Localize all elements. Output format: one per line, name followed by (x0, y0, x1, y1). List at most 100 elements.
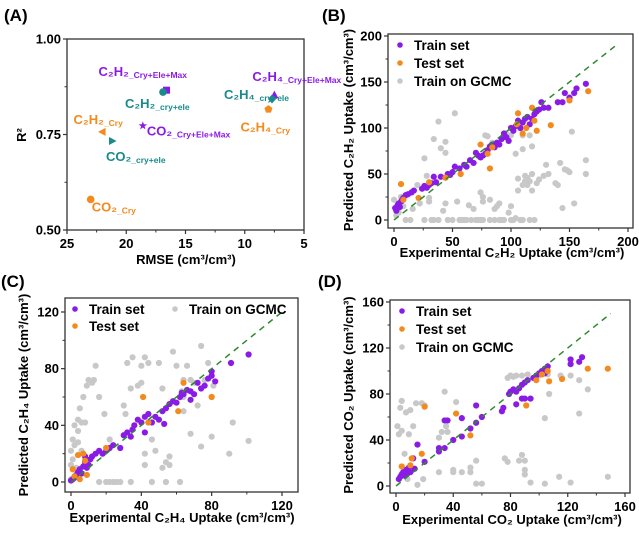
panel-c-point-train-on-gcmc (180, 408, 187, 415)
panel-d-point-train-set (578, 354, 586, 361)
panel-c-point-train-on-gcmc (169, 348, 177, 355)
panel-b-y-tick-label: 50 (368, 167, 382, 182)
panel-c-point-train-on-gcmc (69, 456, 76, 463)
panel-c-point-train-set (110, 442, 117, 449)
panel-d-point-train-on-gcmc (444, 428, 451, 436)
panel-c-point-train-on-gcmc (127, 385, 134, 392)
annotation-subscript: _Cry+Ele+Max (282, 75, 341, 85)
panel-b-point-train-set (535, 106, 543, 113)
panel-d-point-test-set (523, 402, 530, 409)
annotation-formula: C₂H₂ (74, 112, 105, 127)
panel-a-label: (A) (4, 6, 28, 25)
panel-d-point-test-set (538, 371, 546, 378)
panel-d-point-train-on-gcmc (435, 469, 443, 476)
panel-b-point-train-on-gcmc (442, 149, 449, 156)
panel-b-point-test-set (519, 130, 526, 137)
panel-b-label: (B) (322, 6, 346, 25)
panel-c-point-train-set (180, 391, 187, 398)
panel-d-point-train-set (576, 358, 583, 365)
panel-c-point-test-set (76, 476, 83, 483)
panel-c-point-train-on-gcmc (159, 464, 166, 471)
panel-b-point-train-on-gcmc (451, 110, 458, 117)
panel-b-point-train-on-gcmc (435, 118, 442, 125)
panel-a-x-tick-label: 15 (178, 236, 192, 251)
panel-b-y-tick-label: 200 (360, 29, 382, 44)
panel-c-point-train-on-gcmc (194, 402, 201, 409)
panel-a-x-tick-label: 5 (300, 236, 307, 251)
annotation-formula: C₂H₂ (125, 96, 156, 111)
panel-d-point-train-on-gcmc (604, 473, 611, 480)
panel-b-x-tick-label: 150 (559, 234, 581, 249)
panel-b-point-test-set (400, 196, 407, 203)
panel-b-point-train-on-gcmc (582, 170, 589, 178)
panel-b-point-train-on-gcmc (557, 159, 564, 167)
panel-a-y-tick-label: 0.75 (36, 127, 61, 142)
panel-d-y-tick-label: 80 (370, 387, 384, 402)
panel-d-x-tick-label: 40 (446, 499, 460, 514)
annotation-formula: C₂H₂ (99, 64, 130, 79)
panel-b-point-test-set (397, 181, 405, 188)
panel-c-point-train-on-gcmc (80, 393, 87, 401)
panel-d-point-train-set (444, 417, 451, 424)
panel-d-legend-label-test-set: Test set (416, 322, 467, 337)
panel-b-point-train-on-gcmc (540, 172, 547, 179)
panel-b-point-train-on-gcmc (390, 196, 398, 203)
panel-d-point-train-on-gcmc (515, 457, 523, 464)
panel-d-point-train-on-gcmc (521, 457, 528, 464)
marker-co2-cry-ele (109, 136, 117, 145)
panel-d-point-train-on-gcmc (394, 423, 401, 430)
plot-frame (64, 297, 299, 493)
panel-a-y-tick-label: 0.50 (36, 223, 61, 238)
panel-b-point-train-on-gcmc (442, 200, 449, 207)
panel-c-point-train-set (173, 399, 180, 406)
panel-b-point-test-set (477, 141, 484, 148)
panel-c-point-test-set (180, 379, 187, 386)
panel-d-point-train-on-gcmc (414, 481, 421, 488)
panel-c-point-train-on-gcmc (71, 422, 78, 429)
panel-b-point-train-on-gcmc (528, 187, 536, 194)
panel-d-point-train-on-gcmc (412, 400, 420, 407)
annotation-c2h2-cry-ele-max: C₂H₂_Cry+Ele+Max (99, 64, 188, 80)
panel-d-point-test-set (421, 403, 428, 410)
panel-b-point-train-on-gcmc (526, 216, 533, 224)
panel-d-point-train-set (513, 401, 520, 408)
panel-d-point-train-on-gcmc (521, 471, 528, 478)
panel-c-point-train-on-gcmc (166, 461, 173, 469)
panel-d-point-train-set (500, 404, 507, 411)
panel-b-point-train-on-gcmc (491, 216, 498, 224)
panel-c-x-tick-label: 120 (271, 498, 293, 513)
panel-b-point-train-set (470, 159, 477, 167)
panel-b-legend-marker-test-set (397, 60, 403, 66)
panel-c-point-train-on-gcmc (141, 354, 148, 361)
panel-d-point-train-set (473, 402, 480, 409)
panel-c-x-tick-label: 80 (204, 498, 218, 513)
panel-d-point-test-set (558, 375, 566, 383)
panel-b-point-train-set (559, 99, 566, 106)
panel-c-point-train-on-gcmc (152, 447, 159, 454)
panel-b-point-test-set (531, 117, 538, 124)
panel-b-point-train-on-gcmc (571, 200, 578, 207)
panel-b-point-test-set (489, 144, 496, 151)
panel-b-point-train-on-gcmc (407, 216, 414, 224)
panel-b-point-train-on-gcmc (454, 198, 461, 205)
panel-b-point-test-set (547, 122, 554, 129)
panel-c-point-train-on-gcmc (155, 359, 163, 367)
panel-c-point-test-set (81, 457, 89, 464)
panel-b-point-train-set (573, 85, 580, 92)
panel-b-point-train-on-gcmc (430, 135, 437, 143)
panel-d-point-test-set (407, 462, 414, 469)
panel-c-point-train-on-gcmc (198, 443, 205, 450)
annotation-subscript: _Cry+Ele+Max (128, 70, 187, 80)
panel-b-point-train-on-gcmc (442, 138, 449, 145)
panel-d-point-test-set (604, 365, 611, 372)
panel-d-point-train-on-gcmc (420, 476, 427, 483)
panel-d-legend-label-train-on-gcmc: Train on GCMC (416, 340, 514, 355)
annotation-subscript: _cry+ele (254, 93, 290, 103)
annotation-subscript: _cry+ele (130, 155, 166, 165)
panel-b-point-train-on-gcmc (512, 150, 519, 157)
annotation-c2h2-cry: C₂H₂_Cry (74, 112, 124, 128)
panel-c-point-train-on-gcmc (187, 430, 194, 437)
panel-d-point-train-on-gcmc (441, 388, 448, 395)
marker-c2h4-cry-ele (268, 94, 277, 104)
